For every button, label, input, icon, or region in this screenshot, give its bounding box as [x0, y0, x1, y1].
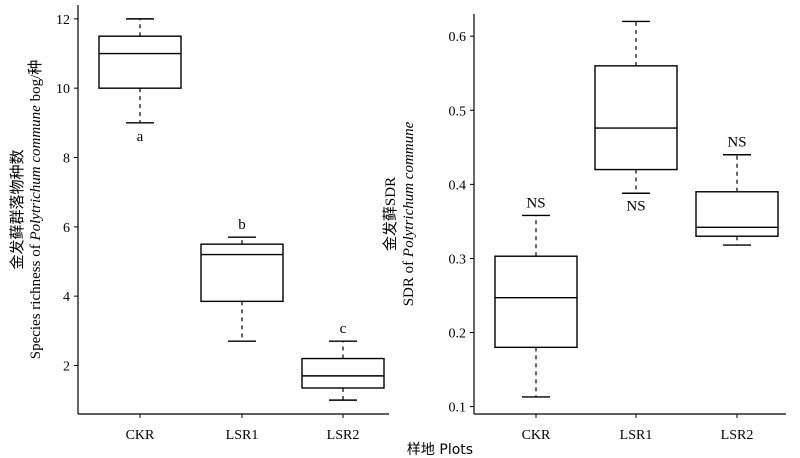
right-box-LSR2: [695, 154, 779, 246]
right-y-tick-label: 0.1: [449, 401, 467, 416]
left-y-axis-label-line2: Species richness of Polytrichum commune …: [27, 60, 44, 360]
right-y-tick-label: 0.4: [449, 178, 467, 193]
right-box-CKR: [494, 214, 578, 398]
species-name: Polytrichum commune: [28, 105, 44, 242]
species-name: Polytrichum commune: [401, 121, 417, 258]
left-x-tick-label: CKR: [126, 428, 155, 443]
right-y-tick-label: 0.6: [449, 30, 467, 45]
left-box-LSR1: [200, 236, 284, 342]
iqr-box: [98, 35, 182, 89]
left-box-LSR2: [301, 340, 385, 401]
right-box-LSR1: [594, 20, 678, 194]
right-y-axis-label-line2: SDR of Polytrichum commune: [401, 121, 417, 306]
iqr-box: [301, 357, 385, 389]
left-annotation-LSR2: c: [340, 321, 347, 337]
left-y-tick-label: 6: [63, 221, 70, 236]
left-y-tick-label: 4: [63, 290, 70, 305]
label-prefix: Species richness of: [28, 241, 44, 360]
right-y-tick-label: 0.2: [449, 327, 467, 342]
left-y-tick-label: 10: [56, 82, 70, 97]
right-x-tick-label: CKR: [522, 428, 551, 443]
right-y-tick-label: 0.3: [449, 252, 467, 267]
left-x-tick-label: LSR2: [327, 428, 360, 443]
left-annotation-CKR: a: [137, 129, 144, 145]
left-y-axis-label-line1: 金发藓群落物种数: [9, 149, 26, 269]
label-prefix: SDR of: [401, 257, 417, 306]
left-y-tick-label: 12: [56, 13, 70, 28]
right-x-tick-label: LSR2: [721, 428, 754, 443]
right-y-tick-label: 0.5: [449, 104, 467, 119]
right-panel: 0.1 0.2 0.3 0.4 0.5 0.6 CKR LSR1 LSR2 NS NS NS 金发藓SD…: [382, 14, 786, 443]
iqr-box: [695, 191, 779, 237]
left-annotation-LSR1: b: [238, 217, 246, 233]
left-x-tick-label: LSR1: [226, 428, 259, 443]
right-y-axis-label-line1: 金发藓SDR: [382, 177, 399, 251]
right-x-tick-label: LSR1: [620, 428, 653, 443]
label-suffix: bog/种: [27, 60, 44, 105]
left-y-tick-label: 8: [63, 152, 70, 167]
left-box-CKR: [98, 18, 182, 124]
iqr-box: [594, 65, 678, 171]
left-y-tick-label: 2: [63, 359, 70, 374]
right-annotation-CKR: NS: [526, 195, 545, 211]
iqr-box: [494, 255, 578, 349]
iqr-box: [200, 243, 284, 303]
right-annotation-LSR2: NS: [727, 135, 746, 151]
right-annotation-LSR1: NS: [626, 198, 645, 214]
shared-x-axis-label: 样地 Plots: [407, 442, 473, 458]
